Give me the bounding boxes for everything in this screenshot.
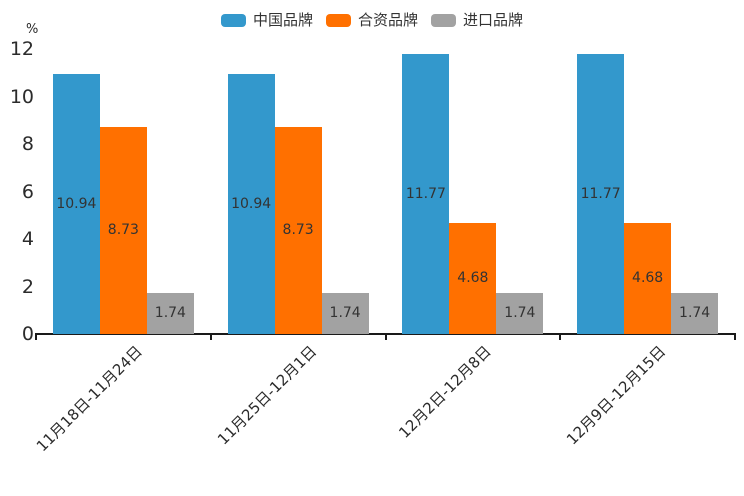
- bar: [671, 292, 719, 334]
- bar-value-label: 4.68: [632, 270, 664, 287]
- x-tick-label: 11月18日-11月24日: [32, 342, 146, 456]
- bar-value-label: 11.77: [580, 186, 621, 203]
- bar-value-label: 1.74: [679, 305, 711, 322]
- bar: [624, 222, 672, 334]
- legend-item: 合资品牌: [325, 10, 418, 29]
- y-tick-label: 10: [9, 85, 34, 108]
- legend-label: 进口品牌: [463, 10, 524, 29]
- bar: [146, 292, 194, 334]
- x-axis-tick: [35, 335, 37, 340]
- bar-value-label: 8.73: [107, 222, 139, 239]
- bar-value-label: 8.73: [282, 222, 314, 239]
- x-tick-label: 12月2日-12月8日: [395, 342, 495, 442]
- x-axis-tick: [734, 335, 736, 340]
- legend-swatch: [431, 13, 456, 27]
- bar: [496, 292, 544, 334]
- bar-value-label: 10.94: [231, 196, 272, 213]
- bar: [402, 54, 450, 334]
- y-tick-label: 8: [21, 133, 34, 155]
- bar-value-label: 4.68: [457, 270, 489, 287]
- legend-swatch: [220, 13, 246, 27]
- bar-value-label: 1.74: [154, 305, 186, 322]
- bar: [227, 74, 275, 334]
- y-axis-unit-label: %: [26, 22, 39, 37]
- x-axis-tick: [384, 335, 387, 340]
- legend-item: 中国品牌: [220, 10, 313, 29]
- bar: [577, 54, 625, 334]
- bar: [274, 126, 322, 334]
- y-tick-label: 12: [9, 38, 34, 60]
- legend-item: 进口品牌: [431, 10, 524, 29]
- legend: 中国品牌 合资品牌 进口品牌: [0, 8, 744, 32]
- x-axis-tick: [209, 335, 212, 340]
- legend-label: 中国品牌: [252, 10, 313, 29]
- x-tick-label: 11月25日-12月1日: [213, 342, 321, 449]
- bar: [99, 126, 147, 334]
- bar: [449, 222, 497, 334]
- x-tick-label: 12月9日-12月15日: [563, 342, 670, 449]
- bar-value-label: 1.74: [329, 305, 361, 322]
- legend-swatch: [325, 13, 351, 27]
- legend-label: 合资品牌: [357, 10, 418, 29]
- y-tick-label: 6: [21, 180, 34, 203]
- bar: [52, 74, 100, 334]
- bar-value-label: 11.77: [405, 186, 446, 203]
- y-tick-label: 0: [21, 323, 34, 345]
- x-axis-line: [35, 333, 736, 335]
- x-axis-tick: [559, 335, 562, 340]
- y-tick-label: 4: [21, 228, 34, 250]
- y-tick-label: 2: [21, 275, 34, 298]
- bar-value-label: 1.74: [504, 305, 536, 322]
- bar-value-label: 10.94: [56, 196, 97, 213]
- bar: [321, 292, 369, 334]
